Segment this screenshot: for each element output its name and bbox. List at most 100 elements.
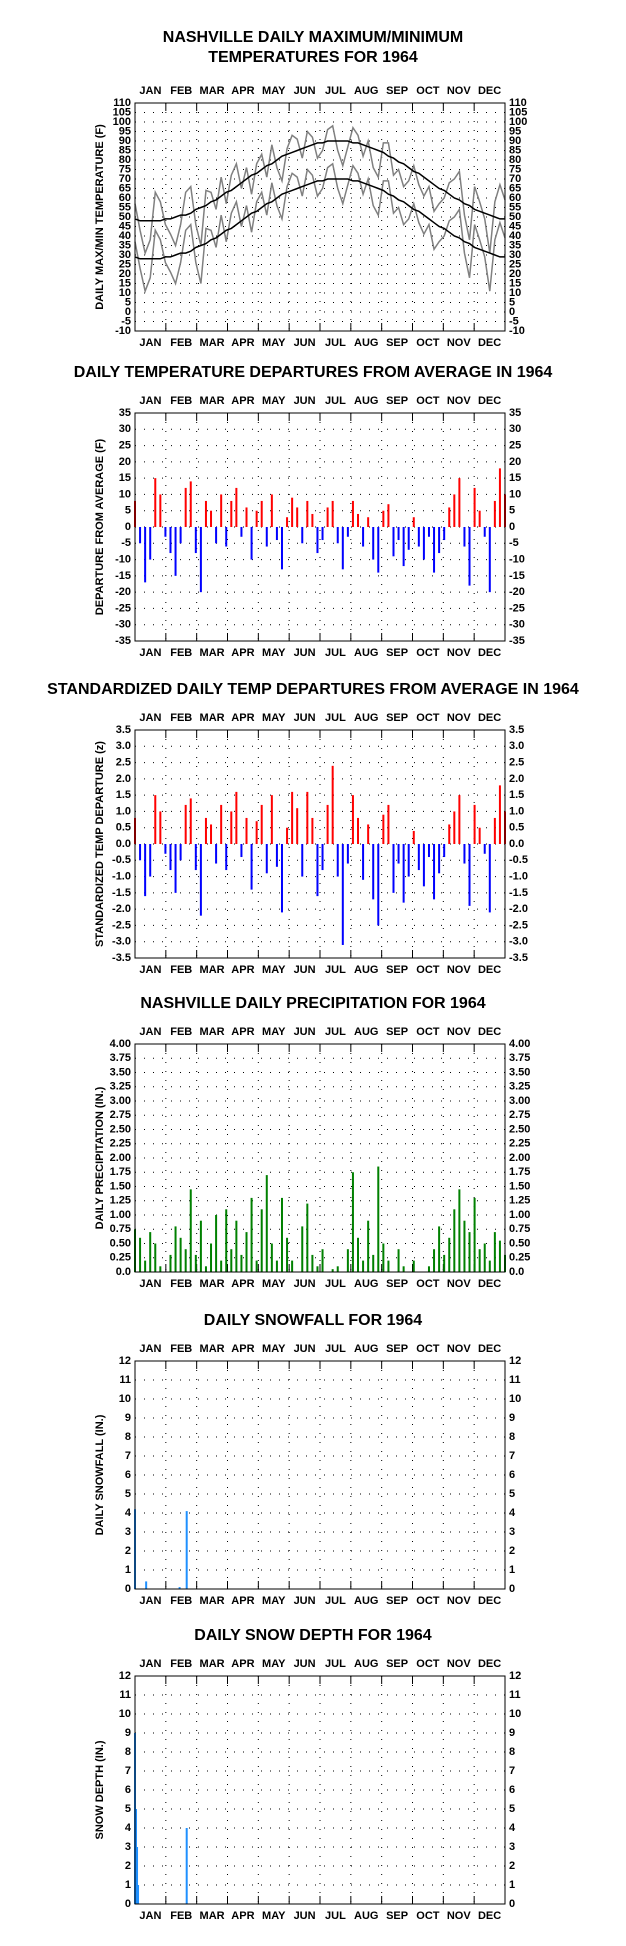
bar xyxy=(402,527,405,567)
month-label-top: NOV xyxy=(447,1658,472,1670)
chart-title: TEMPERATURES FOR 1964 xyxy=(208,49,418,66)
bar xyxy=(144,527,147,583)
bar xyxy=(194,844,197,871)
bar xyxy=(144,844,147,897)
y-tick-label-right: 1.50 xyxy=(509,1180,530,1192)
bar xyxy=(220,1260,223,1272)
y-tick-label-right: 35 xyxy=(509,239,521,251)
bar xyxy=(286,517,289,527)
y-tick-label-right: 1.0 xyxy=(509,805,524,817)
bar xyxy=(240,527,243,537)
y-tick-label: 4 xyxy=(125,1822,132,1834)
y-tick-label-right: 80 xyxy=(509,154,521,166)
month-label-bottom: MAR xyxy=(200,647,225,659)
bar xyxy=(463,1220,466,1272)
y-tick-label-right: 2 xyxy=(509,1860,515,1872)
month-label-bottom: SEP xyxy=(386,1910,408,1922)
y-tick-label-right: 10 xyxy=(509,1393,521,1405)
month-label-bottom: JAN xyxy=(139,1595,161,1607)
month-label-bottom: SEP xyxy=(386,1595,408,1607)
y-tick-label-right: 0.50 xyxy=(509,1237,530,1249)
month-label-bottom: AUG xyxy=(354,337,378,349)
chart-title: NASHVILLE DAILY PRECIPITATION FOR 1964 xyxy=(140,995,485,1012)
y-tick-label-right: 4 xyxy=(509,1507,516,1519)
bar xyxy=(326,507,329,527)
month-label-top: APR xyxy=(231,1026,254,1038)
month-label-top: MAR xyxy=(200,85,225,97)
y-tick-label-right: 5 xyxy=(509,1803,515,1815)
bar xyxy=(260,1209,263,1272)
bar xyxy=(250,844,253,890)
bar xyxy=(473,487,476,527)
bar xyxy=(179,527,182,544)
bar xyxy=(346,527,349,537)
y-tick-label-right: 3.00 xyxy=(509,1095,530,1107)
month-label-top: MAY xyxy=(262,395,286,407)
bar xyxy=(382,1243,385,1272)
month-label-top: MAR xyxy=(200,395,225,407)
y-tick-label: -1.0 xyxy=(112,870,131,882)
month-label-bottom: JAN xyxy=(139,1910,161,1922)
series-line xyxy=(134,140,505,222)
y-tick-label: 3.00 xyxy=(110,1095,131,1107)
month-label-bottom: JUL xyxy=(325,647,346,659)
y-tick-label-right: 15 xyxy=(509,472,521,484)
y-tick-label: 40 xyxy=(119,230,131,242)
y-tick-label: 3.0 xyxy=(116,740,131,752)
bar xyxy=(210,824,213,844)
bar xyxy=(367,1220,370,1272)
bar xyxy=(164,844,167,854)
y-tick-label: 3.50 xyxy=(110,1066,131,1078)
y-tick-label: 3.25 xyxy=(110,1081,131,1093)
bar xyxy=(427,1266,430,1272)
y-tick-label-right: 0.75 xyxy=(509,1223,530,1235)
month-label-top: AUG xyxy=(354,85,378,97)
y-tick-label-right: -2.0 xyxy=(509,903,528,915)
bar xyxy=(194,527,197,554)
y-tick-label-right: 0 xyxy=(509,306,515,318)
bar xyxy=(154,478,157,527)
bar xyxy=(136,1847,139,1904)
y-tick-label-right: 70 xyxy=(509,173,521,185)
month-label-top: MAR xyxy=(200,1343,225,1355)
bar xyxy=(402,844,405,903)
y-tick-label: 5 xyxy=(125,296,131,308)
bar xyxy=(336,527,339,544)
y-tick-label-right: 8 xyxy=(509,1746,515,1758)
month-label-bottom: AUG xyxy=(354,1595,378,1607)
y-tick-label: 15 xyxy=(119,472,131,484)
month-label-bottom: DEC xyxy=(478,1910,501,1922)
bar xyxy=(159,1266,162,1272)
month-label-bottom: DEC xyxy=(478,964,501,976)
plot-frame xyxy=(134,729,506,959)
y-tick-label-right: 9 xyxy=(509,1412,515,1424)
y-axis-label: DAILY PRECIPITATION (IN.) xyxy=(94,1086,106,1229)
month-label-top: JUN xyxy=(294,395,316,407)
y-tick-label: -2.0 xyxy=(112,903,131,915)
y-tick-label-right: 4.00 xyxy=(509,1038,530,1050)
month-label-top: OCT xyxy=(416,395,440,407)
month-label-bottom: SEP xyxy=(386,337,408,349)
bar xyxy=(306,1203,309,1272)
month-label-bottom: JUN xyxy=(294,337,316,349)
y-tick-label-right: 2.25 xyxy=(509,1138,530,1150)
month-label-bottom: JAN xyxy=(139,647,161,659)
y-tick-label-right: 3.50 xyxy=(509,1066,530,1078)
bar xyxy=(498,785,501,844)
bar xyxy=(215,844,218,864)
bar xyxy=(311,513,314,527)
month-label-top: JUN xyxy=(294,1026,316,1038)
month-label-bottom: APR xyxy=(231,964,254,976)
month-label-top: AUG xyxy=(354,395,378,407)
y-tick-label-right: 3 xyxy=(509,1841,515,1853)
month-label-top: FEB xyxy=(170,85,192,97)
y-tick-label: 0.0 xyxy=(116,838,131,850)
y-tick-label: 0 xyxy=(125,1583,131,1595)
bar xyxy=(178,1587,181,1589)
y-tick-label: 5 xyxy=(125,1803,131,1815)
bar xyxy=(438,844,441,874)
bar xyxy=(473,804,476,844)
y-tick-label-right: -15 xyxy=(509,570,525,582)
bar xyxy=(483,527,486,537)
month-label-bottom: MAR xyxy=(200,1910,225,1922)
